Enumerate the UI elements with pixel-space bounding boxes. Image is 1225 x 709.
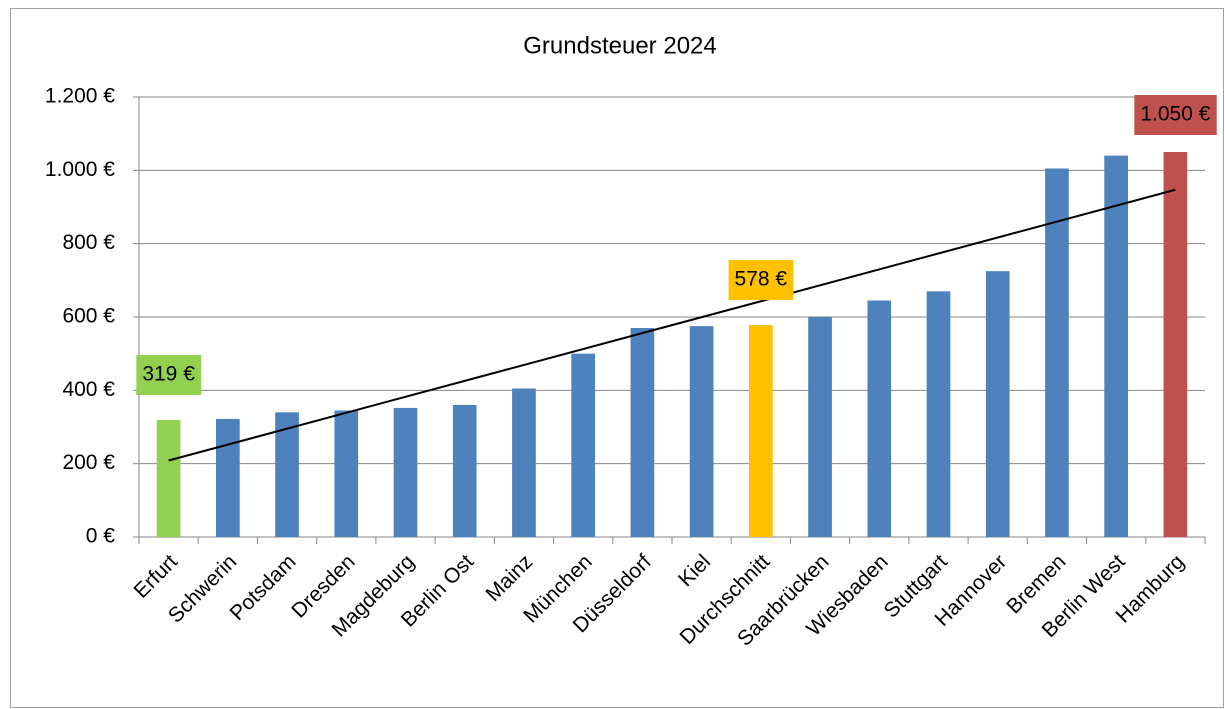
value-label-box xyxy=(136,355,202,396)
bar xyxy=(985,271,1010,537)
y-tick-label: 200 € xyxy=(62,451,115,474)
y-tick-label: 600 € xyxy=(62,305,115,328)
bar xyxy=(630,328,655,537)
bar xyxy=(452,405,477,537)
bar xyxy=(215,418,240,537)
bar xyxy=(867,300,892,537)
y-tick-label: 1.200 € xyxy=(45,85,115,108)
y-tick-label: 1.000 € xyxy=(45,158,115,181)
bar xyxy=(393,407,418,537)
trend-line xyxy=(168,188,1176,462)
chart-frame xyxy=(10,8,1224,708)
value-label-box xyxy=(728,260,794,301)
y-tick-label: 800 € xyxy=(62,231,115,254)
bar xyxy=(1045,168,1069,537)
bar xyxy=(1104,155,1129,537)
bar xyxy=(689,326,714,537)
y-tick-label: 400 € xyxy=(62,378,115,401)
bar xyxy=(808,317,832,537)
bar xyxy=(156,420,181,537)
bar xyxy=(748,325,773,537)
value-label: 1.050 € xyxy=(1140,103,1210,126)
chart-title: Grundsteuer 2024 xyxy=(523,32,716,59)
bar xyxy=(1163,152,1188,537)
bar xyxy=(334,410,359,537)
bar xyxy=(275,412,299,537)
value-label: 319 € xyxy=(142,363,195,386)
bar xyxy=(926,291,951,537)
bar xyxy=(571,353,596,537)
y-tick-label: 0 € xyxy=(86,525,116,548)
bar xyxy=(512,388,536,537)
value-label: 578 € xyxy=(735,268,788,291)
value-label-box xyxy=(1134,95,1217,135)
